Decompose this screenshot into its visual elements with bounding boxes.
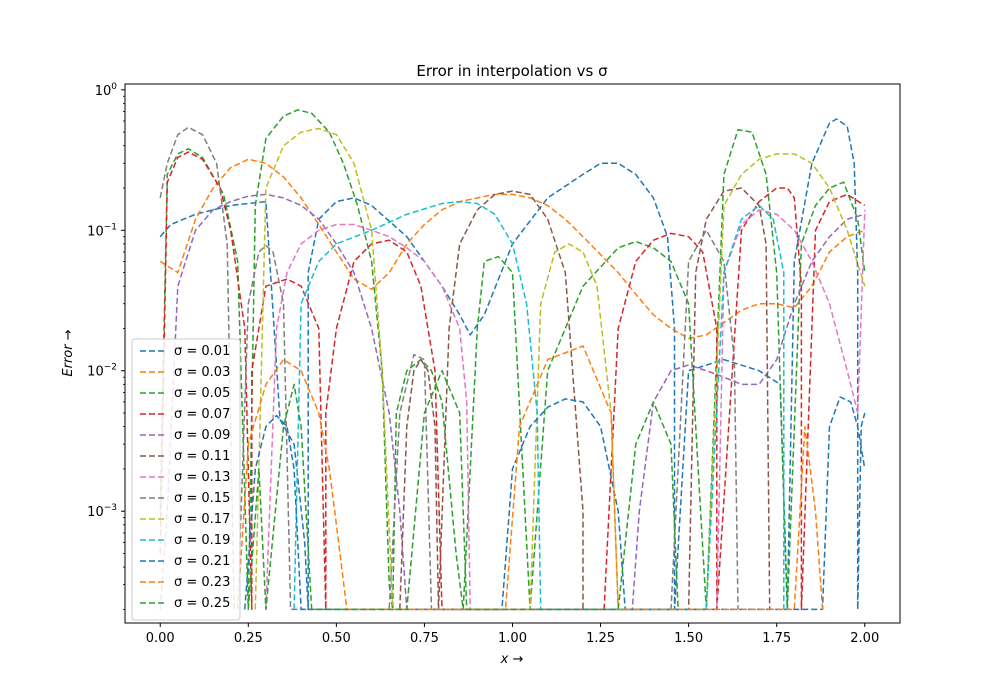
x-tick-label: 1.50 [674,631,703,646]
legend-box [131,338,241,621]
series-line [159,126,739,611]
x-tick-label: 0.75 [410,631,439,646]
x-axis: 0.00 0.25 0.50 0.75 1.00 1.25 1.50 1.75 2.00 [146,623,879,646]
legend-label: σ = 0.07 [174,407,230,422]
y-tick-label: 10−2 [87,363,117,380]
legend-label: σ = 0.15 [174,491,230,506]
x-tick-label: 1.00 [498,631,527,646]
y-axis: 10−3 10−2 10−1 100 [87,82,125,610]
legend-label: σ = 0.01 [174,344,230,359]
legend-label: σ = 0.25 [174,596,230,611]
legend-label: σ = 0.05 [174,386,230,401]
series-layer [159,109,866,611]
series-line [265,209,866,611]
y-axis-label: Error → [61,329,76,376]
series-line [399,187,771,611]
legend-label: σ = 0.21 [174,554,230,569]
legend-label: σ = 0.23 [174,575,230,590]
x-tick-label: 0.25 [234,631,263,646]
legend: σ = 0.01 σ = 0.03 σ = 0.05 σ = 0.07 σ = 0.09… [131,338,241,621]
y-tick-label: 10−3 [87,503,117,520]
chart-title: Error in interpolation vs σ [416,62,608,80]
series-line [159,193,866,611]
series-line [254,127,866,611]
series-line [293,200,785,611]
x-tick-label: 0.00 [146,631,175,646]
series-line [159,151,866,611]
legend-label: σ = 0.19 [174,533,230,548]
x-axis-label: x → [500,652,524,667]
series-line [244,396,866,611]
x-tick-label: 0.50 [322,631,351,646]
legend-label: σ = 0.17 [174,512,230,527]
legend-label: σ = 0.13 [174,470,230,485]
y-tick-label: 10−1 [87,222,117,239]
series-line [247,369,679,611]
series-line [159,109,866,611]
x-tick-label: 1.25 [586,631,615,646]
series-line [159,118,866,611]
legend-label: σ = 0.09 [174,428,230,443]
legend-label: σ = 0.03 [174,365,230,380]
x-tick-label: 1.75 [762,631,791,646]
legend-label: σ = 0.11 [174,449,230,464]
y-tick-label: 100 [95,82,118,99]
x-tick-label: 2.00 [850,631,879,646]
series-line [159,158,866,340]
